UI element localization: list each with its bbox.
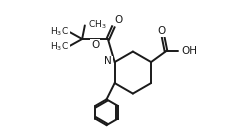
Text: CH$_3$: CH$_3$ [88, 18, 107, 31]
Text: O: O [91, 40, 99, 50]
Text: N: N [104, 56, 112, 66]
Text: H$_3$C: H$_3$C [50, 25, 69, 38]
Text: OH: OH [182, 46, 198, 56]
Text: H$_3$C: H$_3$C [50, 40, 69, 53]
Text: O: O [115, 15, 123, 25]
Text: O: O [158, 26, 166, 36]
